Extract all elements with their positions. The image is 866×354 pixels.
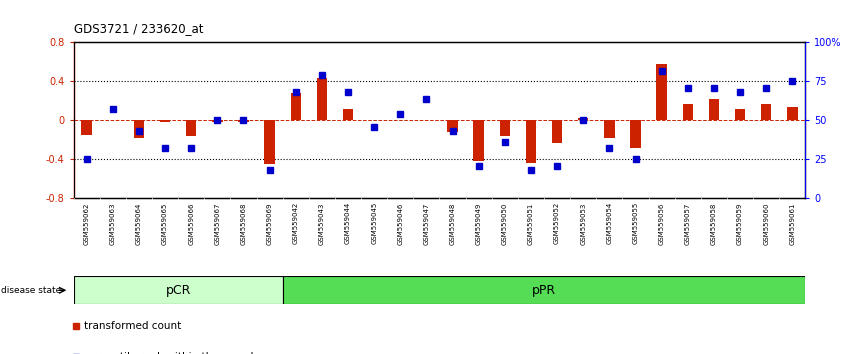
Text: GDS3721 / 233620_at: GDS3721 / 233620_at — [74, 22, 204, 35]
Text: GSM559062: GSM559062 — [84, 202, 90, 245]
Text: GSM559053: GSM559053 — [580, 202, 586, 245]
Text: transformed count: transformed count — [85, 321, 182, 331]
Bar — [264, 120, 275, 164]
Text: GSM559042: GSM559042 — [293, 202, 299, 244]
Text: disease state: disease state — [1, 286, 61, 295]
Text: GSM559066: GSM559066 — [188, 202, 194, 245]
Text: pPR: pPR — [532, 284, 556, 297]
Text: GSM559043: GSM559043 — [319, 202, 325, 245]
Bar — [500, 120, 510, 136]
Bar — [343, 109, 353, 120]
Bar — [526, 120, 536, 163]
Bar — [212, 120, 223, 122]
Bar — [682, 104, 693, 120]
Text: GSM559063: GSM559063 — [110, 202, 116, 245]
Bar — [317, 78, 327, 120]
Text: pCR: pCR — [165, 284, 191, 297]
Bar — [735, 109, 746, 120]
Bar — [448, 120, 458, 132]
Bar — [630, 120, 641, 148]
Bar — [552, 120, 562, 143]
Text: GSM559052: GSM559052 — [554, 202, 560, 244]
Text: GSM559044: GSM559044 — [345, 202, 351, 244]
Text: GSM559051: GSM559051 — [528, 202, 534, 245]
Text: GSM559045: GSM559045 — [372, 202, 378, 244]
Text: GSM559064: GSM559064 — [136, 202, 142, 245]
Text: GSM559059: GSM559059 — [737, 202, 743, 245]
Text: GSM559057: GSM559057 — [685, 202, 691, 245]
Bar — [133, 120, 144, 138]
Text: GSM559061: GSM559061 — [789, 202, 795, 245]
Text: GSM559055: GSM559055 — [632, 202, 638, 244]
Text: GSM559065: GSM559065 — [162, 202, 168, 245]
Bar — [74, 276, 282, 304]
Bar — [290, 93, 301, 120]
Text: GSM559048: GSM559048 — [449, 202, 456, 245]
Text: GSM559047: GSM559047 — [423, 202, 430, 245]
Text: GSM559049: GSM559049 — [475, 202, 481, 245]
Bar — [761, 104, 772, 120]
Bar — [604, 120, 615, 138]
Text: GSM559054: GSM559054 — [606, 202, 612, 244]
Bar — [787, 107, 798, 120]
Text: GSM559060: GSM559060 — [763, 202, 769, 245]
Text: GSM559067: GSM559067 — [215, 202, 220, 245]
Bar — [238, 120, 249, 122]
Text: GSM559050: GSM559050 — [501, 202, 507, 245]
Bar — [81, 120, 92, 135]
Text: GSM559056: GSM559056 — [659, 202, 664, 245]
Text: percentile rank within the sample: percentile rank within the sample — [85, 352, 261, 354]
Text: GSM559046: GSM559046 — [397, 202, 404, 245]
Bar — [656, 64, 667, 120]
Bar — [708, 99, 719, 120]
Text: GSM559069: GSM559069 — [267, 202, 273, 245]
Text: GSM559068: GSM559068 — [241, 202, 247, 245]
Text: GSM559058: GSM559058 — [711, 202, 717, 245]
Bar — [474, 120, 484, 161]
Bar — [160, 120, 171, 122]
Bar — [578, 118, 589, 120]
Bar — [186, 120, 197, 136]
Bar — [282, 276, 805, 304]
